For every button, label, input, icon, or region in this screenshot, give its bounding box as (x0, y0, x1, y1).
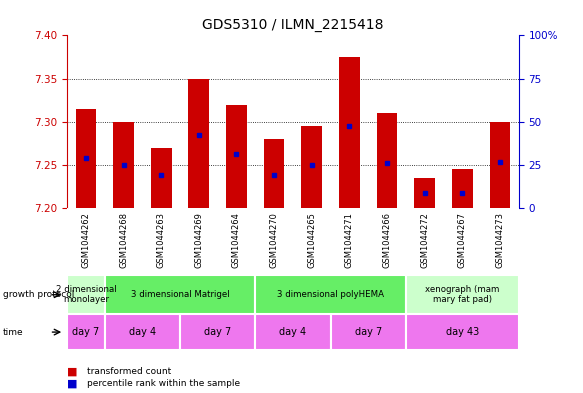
Text: GSM1044268: GSM1044268 (119, 212, 128, 268)
Text: transformed count: transformed count (87, 367, 172, 376)
Text: GSM1044272: GSM1044272 (420, 212, 429, 268)
Bar (452, 169, 473, 208)
Text: 2 dimensional
monolayer: 2 dimensional monolayer (55, 285, 116, 305)
Bar (406, 314, 519, 350)
Bar (67, 314, 105, 350)
Bar (377, 113, 398, 208)
Text: day 4: day 4 (279, 327, 307, 337)
Text: 3 dimensional polyHEMA: 3 dimensional polyHEMA (277, 290, 384, 299)
Text: day 7: day 7 (204, 327, 231, 337)
Text: time: time (3, 328, 23, 336)
Bar (255, 275, 406, 314)
Text: ■: ■ (67, 378, 78, 388)
Bar (406, 275, 519, 314)
Text: percentile rank within the sample: percentile rank within the sample (87, 379, 241, 387)
Bar (188, 79, 209, 208)
Text: growth protocol: growth protocol (3, 290, 74, 299)
Text: GSM1044264: GSM1044264 (232, 212, 241, 268)
Bar (76, 109, 96, 208)
Text: GSM1044270: GSM1044270 (269, 212, 279, 268)
Text: GSM1044271: GSM1044271 (345, 212, 354, 268)
Bar (255, 314, 331, 350)
Bar (113, 122, 134, 208)
Bar (301, 126, 322, 208)
Bar (264, 139, 285, 208)
Text: ■: ■ (67, 366, 78, 376)
Title: GDS5310 / ILMN_2215418: GDS5310 / ILMN_2215418 (202, 18, 384, 31)
Text: GSM1044262: GSM1044262 (82, 212, 90, 268)
Text: GSM1044267: GSM1044267 (458, 212, 467, 268)
Text: GSM1044266: GSM1044266 (382, 212, 392, 268)
Text: day 7: day 7 (72, 327, 100, 337)
Bar (339, 57, 360, 208)
Text: GSM1044269: GSM1044269 (194, 212, 203, 268)
Text: 3 dimensional Matrigel: 3 dimensional Matrigel (131, 290, 229, 299)
Bar (226, 105, 247, 208)
Bar (105, 275, 255, 314)
Bar (151, 148, 171, 208)
Text: day 7: day 7 (354, 327, 382, 337)
Text: GSM1044263: GSM1044263 (157, 212, 166, 268)
Bar (415, 178, 435, 208)
Text: GSM1044273: GSM1044273 (496, 212, 504, 268)
Bar (490, 122, 510, 208)
Text: day 43: day 43 (446, 327, 479, 337)
Bar (180, 314, 255, 350)
Bar (105, 314, 180, 350)
Bar (67, 275, 105, 314)
Text: xenograph (mam
mary fat pad): xenograph (mam mary fat pad) (425, 285, 500, 305)
Text: day 4: day 4 (129, 327, 156, 337)
Text: GSM1044265: GSM1044265 (307, 212, 317, 268)
Bar (331, 314, 406, 350)
